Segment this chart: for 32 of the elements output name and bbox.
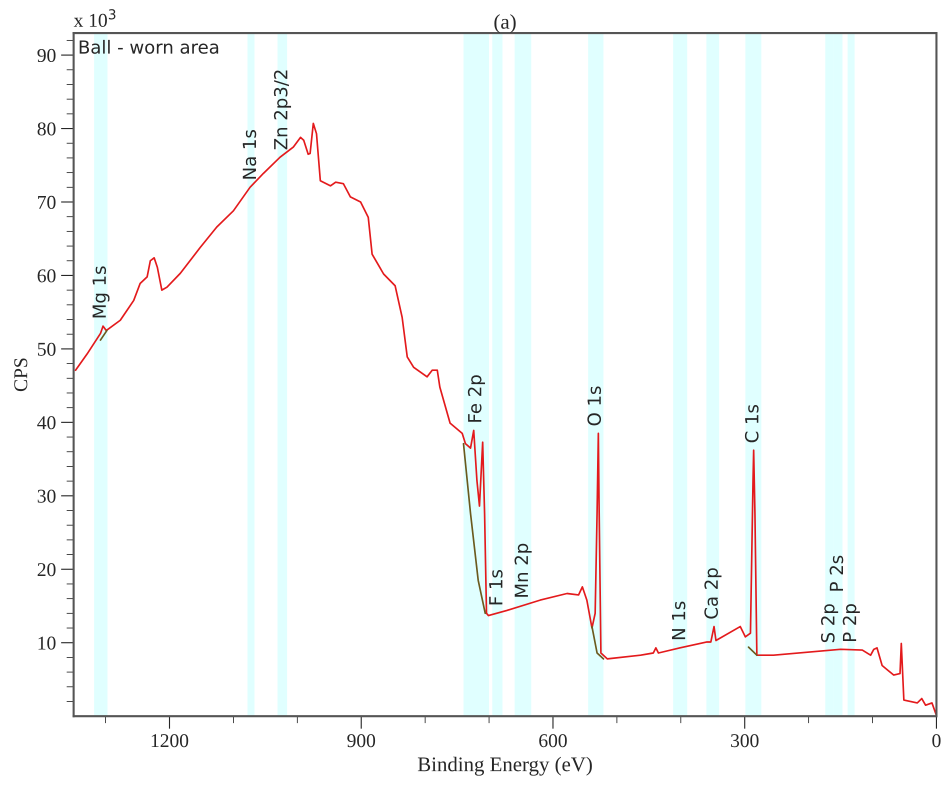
band-label: P 2s	[830, 556, 844, 591]
band-label: F 1s	[489, 570, 503, 604]
band-label: Na 1s	[242, 130, 256, 179]
annotation: Ball - worn area	[80, 40, 218, 54]
y-tick-label: 20	[38, 563, 56, 576]
x-tick-label: 600	[539, 734, 567, 748]
text: x 10$^{3}$	[74, 9, 116, 27]
x-tick-label: 1200	[152, 734, 188, 748]
band-label: S 2p	[820, 604, 838, 642]
band-label: Ca 2p	[704, 568, 722, 619]
y-tick-label: 60	[38, 269, 56, 282]
y-tick-label: 90	[37, 48, 56, 62]
y-axis-title: CPS	[14, 358, 28, 392]
y-tick-label: 80	[38, 122, 56, 136]
y-tick-label: 50	[38, 342, 56, 356]
band-label: C 1s	[744, 404, 759, 442]
band-label: P 2p	[842, 604, 860, 641]
band-label: O 1s	[587, 386, 602, 426]
x-tick-label: 300	[731, 734, 759, 748]
y-tick-label: 70	[38, 196, 56, 209]
x-axis-title: Binding Energy (eV)	[418, 756, 592, 776]
band-label: Mg 1s	[92, 266, 110, 318]
y-tick-label: 30	[38, 490, 56, 503]
band-label: Zn 2p3/2	[274, 70, 292, 150]
chart-title: (a)	[494, 14, 516, 34]
band-label: N 1s	[672, 602, 686, 640]
band-label: Fe 2p	[468, 375, 486, 422]
y-tick-label: 40	[37, 416, 56, 430]
y-tick-label: 10	[38, 636, 56, 650]
x-tick-label: 0	[932, 734, 941, 748]
x-tick-label: 900	[347, 734, 376, 748]
band-label: Mn 2p	[514, 544, 532, 597]
